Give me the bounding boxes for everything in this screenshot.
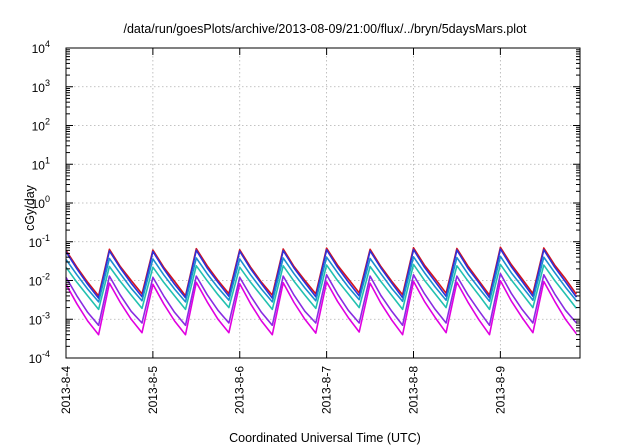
y-tick-base: 10 — [32, 81, 46, 95]
y-tick-exponent: -3 — [42, 310, 50, 320]
series-group — [65, 246, 578, 336]
y-tick-base: 10 — [29, 236, 43, 250]
y-tick-exponent: 0 — [45, 194, 50, 204]
y-tick-label: 10-2 — [29, 272, 50, 289]
y-tick-exponent: 4 — [45, 39, 50, 49]
y-tick-base: 10 — [32, 158, 46, 172]
y-tick-label: 10-4 — [29, 349, 50, 366]
x-tick-label: 2013-8-9 — [493, 366, 507, 414]
y-axis-label: cGy/day — [23, 184, 37, 231]
y-tick-exponent: 1 — [45, 155, 50, 165]
x-tick-label: 2013-8-7 — [320, 366, 334, 414]
y-tick-base: 10 — [29, 352, 43, 366]
y-tick-label: 10-1 — [29, 233, 50, 250]
data-series-line — [65, 255, 578, 303]
grid-lines — [66, 48, 580, 358]
y-tick-base: 10 — [32, 197, 46, 211]
y-tick-label: 104 — [32, 39, 50, 56]
data-series-line — [65, 263, 578, 311]
chart-title: /data/run/goesPlots/archive/2013-08-09/2… — [123, 22, 527, 36]
y-tick-exponent: -2 — [42, 272, 50, 282]
x-tick-label: 2013-8-5 — [146, 366, 160, 414]
x-tick-label: 2013-8-8 — [406, 366, 420, 414]
x-axis-label: Coordinated Universal Time (UTC) — [229, 431, 421, 445]
y-tick-base: 10 — [29, 275, 43, 289]
y-tick-exponent: 2 — [45, 117, 50, 127]
x-tick-label: 2013-8-6 — [233, 366, 247, 414]
data-series-line — [65, 248, 578, 300]
y-tick-label: 103 — [32, 78, 50, 95]
y-tick-exponent: 3 — [45, 78, 50, 88]
y-tick-exponent: -1 — [42, 233, 50, 243]
y-tick-label: 101 — [32, 155, 50, 172]
x-axis-ticks: 2013-8-4 2013-8-5 2013-8-6 2013-8-7 2013-8-8… — [59, 48, 507, 414]
data-series-line — [65, 272, 578, 327]
y-tick-exponent: -4 — [42, 349, 50, 359]
y-tick-label: 100 — [32, 194, 50, 211]
x-tick-label: 2013-8-4 — [59, 366, 73, 414]
y-tick-base: 10 — [32, 120, 46, 134]
y-tick-base: 10 — [32, 42, 46, 56]
data-series-line — [65, 279, 578, 336]
y-tick-base: 10 — [29, 313, 43, 327]
y-tick-label: 102 — [32, 117, 50, 134]
y-tick-label: 10-3 — [29, 310, 50, 327]
